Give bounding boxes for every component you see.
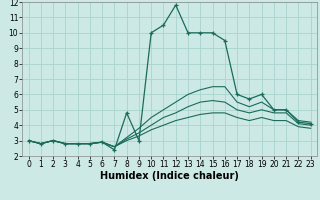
X-axis label: Humidex (Indice chaleur): Humidex (Indice chaleur)	[100, 171, 239, 181]
